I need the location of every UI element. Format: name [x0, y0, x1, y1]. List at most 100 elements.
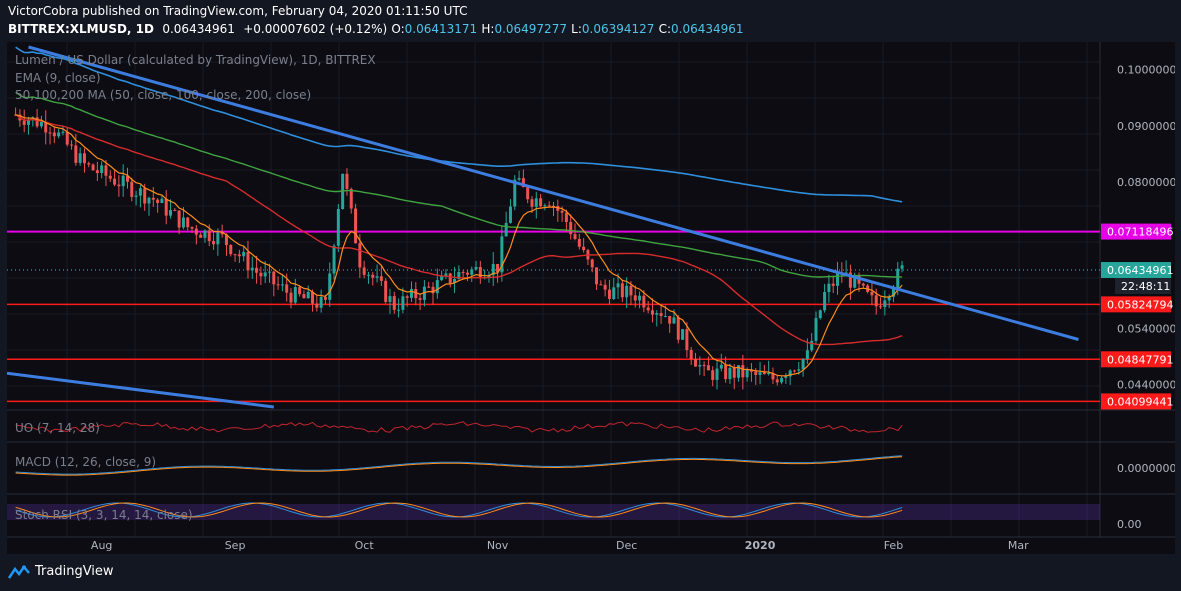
candle-body [194, 228, 198, 235]
candle-body [440, 275, 444, 281]
candle-body [289, 292, 293, 303]
candle-body [151, 197, 155, 200]
candle-body [323, 297, 327, 300]
time-tick: Sep [225, 539, 246, 552]
time-tick: Feb [884, 539, 903, 552]
candle-body [818, 310, 822, 319]
close-value: 0.06434961 [671, 22, 744, 36]
candle-body [827, 283, 831, 293]
candle-body [741, 365, 745, 378]
candle-body [590, 259, 594, 268]
candle-body [539, 198, 543, 207]
candle-body [418, 298, 422, 300]
candle-body [293, 287, 297, 303]
candle-body [457, 272, 461, 279]
candle-body [616, 283, 620, 288]
tradingview-logo-icon [8, 564, 30, 579]
candle-body [104, 165, 108, 176]
candle-body [233, 254, 237, 256]
candle-body [61, 131, 65, 133]
candle-body [749, 369, 753, 372]
candle-body [388, 296, 392, 302]
candle-body [595, 267, 599, 285]
candle-body [177, 210, 181, 228]
candle-body [758, 372, 762, 375]
candle-body [470, 269, 474, 275]
candle-body [831, 283, 835, 286]
candle-body [465, 272, 469, 275]
candle-body [336, 208, 340, 246]
horizontal-levels [7, 230, 1100, 403]
candle-body [659, 313, 663, 317]
candle-body [164, 198, 168, 216]
ma100-line [15, 91, 903, 278]
candle-body [689, 350, 693, 360]
low-label: L: [571, 22, 582, 36]
candle-body [156, 199, 160, 203]
legend-ema: EMA (9, close) [15, 71, 101, 85]
high-value: 0.06497277 [494, 22, 567, 36]
candle-body [461, 272, 465, 274]
candle-body [306, 291, 310, 299]
candle-body [530, 199, 534, 207]
price-tag-level_048: 0.04847791 [1107, 353, 1173, 366]
macd-signal-line [15, 456, 903, 476]
tradingview-brand[interactable]: TradingView [8, 564, 114, 579]
candle-body [87, 163, 91, 165]
time-tick: 2020 [745, 539, 776, 552]
candle-body [375, 276, 379, 278]
candle-body [534, 198, 538, 207]
candle-body [508, 206, 512, 223]
candle-body [405, 296, 409, 298]
candle-body [478, 266, 482, 279]
macd-line [15, 455, 903, 475]
candle-body [453, 278, 457, 283]
candle-body [409, 289, 413, 298]
candle-body [762, 372, 766, 375]
candle-body [805, 350, 809, 360]
candle-body [603, 284, 607, 290]
uo-line [15, 421, 903, 433]
candle-body [311, 291, 315, 304]
candle-body [642, 295, 646, 308]
candle-body [823, 292, 827, 311]
candle-body [242, 252, 246, 257]
candle-body [625, 285, 629, 298]
open-label: O: [391, 22, 405, 36]
candle-body [844, 272, 848, 274]
symbol-label: BITTREX:XLMUSD, 1D [8, 22, 154, 36]
candle-body [272, 271, 276, 285]
candle-body [229, 244, 233, 255]
candle-body [401, 296, 405, 310]
candle-body [655, 313, 659, 315]
candle-body [27, 120, 31, 125]
candle-body [358, 243, 362, 268]
candle-body [853, 275, 857, 288]
candle-body [861, 283, 865, 286]
candle-body [392, 296, 396, 310]
candle-body [220, 232, 224, 235]
candle-body [186, 217, 190, 228]
trendline [6, 371, 274, 409]
price-tag-bg [1101, 393, 1171, 410]
candle-body [646, 307, 650, 311]
candle-body [874, 295, 878, 307]
candle-body [95, 170, 99, 174]
candle-body [900, 265, 904, 269]
candle-body [212, 241, 216, 245]
candle-body [564, 212, 568, 223]
candle-body [448, 273, 452, 283]
candle-body [672, 317, 676, 324]
candle-body [169, 210, 173, 216]
candle-body [629, 285, 633, 296]
candle-body [48, 132, 52, 134]
candle-body [836, 273, 840, 286]
candle-body [70, 144, 74, 146]
candle-body [444, 273, 448, 276]
